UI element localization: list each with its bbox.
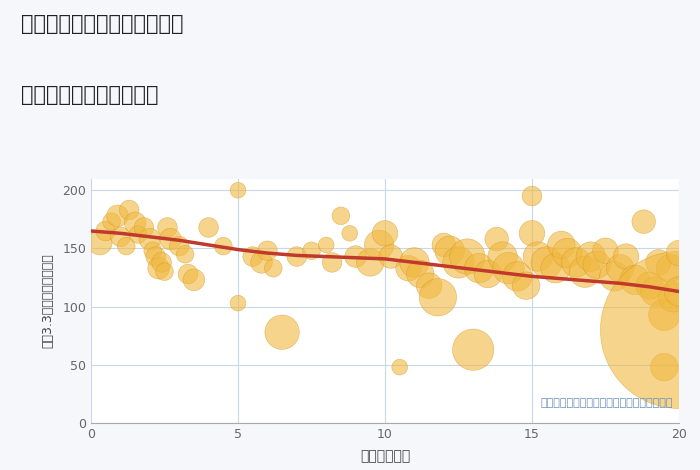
Text: 駅距離別中古戸建て価格: 駅距離別中古戸建て価格 — [21, 85, 158, 105]
Point — [144, 235, 155, 243]
Point — [424, 282, 435, 290]
Point — [473, 265, 484, 272]
Point — [267, 265, 279, 272]
Point — [556, 241, 567, 249]
Point — [262, 247, 273, 255]
Point — [115, 233, 126, 241]
Point — [203, 224, 214, 231]
Point — [550, 265, 561, 272]
Point — [188, 276, 199, 283]
Point — [585, 253, 596, 260]
Point — [620, 253, 631, 260]
Point — [503, 265, 514, 272]
Point — [94, 239, 106, 246]
Point — [385, 253, 396, 260]
Point — [570, 258, 582, 266]
Point — [124, 206, 135, 214]
Point — [150, 253, 161, 260]
Point — [668, 294, 679, 301]
Point — [580, 268, 591, 275]
Point — [120, 243, 132, 250]
Point — [276, 329, 288, 336]
Point — [174, 243, 185, 250]
Point — [444, 247, 455, 255]
Point — [256, 258, 267, 266]
Point — [482, 270, 493, 278]
X-axis label: 駅距離（分）: 駅距離（分） — [360, 449, 410, 463]
Point — [659, 311, 670, 319]
Point — [526, 229, 538, 237]
Point — [153, 265, 164, 272]
Point — [394, 363, 405, 371]
Point — [403, 265, 414, 272]
Point — [653, 258, 664, 266]
Point — [335, 212, 346, 219]
Point — [664, 265, 676, 272]
Point — [164, 235, 176, 243]
Point — [673, 288, 685, 295]
Point — [638, 218, 650, 226]
Point — [433, 294, 444, 301]
Point — [326, 258, 337, 266]
Point — [112, 212, 123, 219]
Point — [462, 253, 473, 260]
Text: 神奈川県横浜市泉区中田西の: 神奈川県横浜市泉区中田西の — [21, 14, 183, 34]
Point — [232, 299, 244, 307]
Point — [468, 346, 479, 353]
Point — [130, 219, 141, 227]
Point — [291, 253, 302, 260]
Point — [156, 258, 167, 266]
Point — [414, 270, 426, 278]
Point — [591, 261, 602, 268]
Point — [350, 253, 361, 260]
Point — [218, 243, 229, 250]
Point — [409, 258, 420, 266]
Point — [497, 253, 508, 260]
Point — [491, 235, 503, 243]
Y-axis label: 坪（3.3㎡）単価（万円）: 坪（3.3㎡）単価（万円） — [41, 253, 54, 348]
Point — [147, 247, 158, 255]
Point — [321, 241, 332, 249]
Point — [659, 363, 670, 371]
Point — [673, 326, 685, 334]
Point — [526, 192, 538, 200]
Point — [673, 249, 685, 257]
Point — [106, 218, 117, 226]
Point — [629, 276, 641, 283]
Point — [453, 258, 464, 266]
Point — [365, 258, 376, 266]
Point — [139, 224, 150, 231]
Point — [541, 258, 552, 266]
Point — [379, 229, 391, 237]
Point — [132, 231, 144, 238]
Text: 円の大きさは、取引のあった物件面積を示す: 円の大きさは、取引のあった物件面積を示す — [540, 399, 673, 408]
Point — [532, 253, 543, 260]
Point — [609, 273, 620, 280]
Point — [232, 187, 244, 194]
Point — [650, 288, 661, 295]
Point — [512, 273, 523, 280]
Point — [179, 251, 190, 258]
Point — [374, 241, 385, 249]
Point — [306, 247, 317, 255]
Point — [644, 282, 655, 290]
Point — [159, 268, 170, 275]
Point — [247, 253, 258, 260]
Point — [100, 227, 111, 235]
Point — [615, 265, 626, 272]
Point — [438, 241, 449, 249]
Point — [521, 282, 532, 290]
Point — [162, 224, 173, 231]
Point — [183, 270, 194, 278]
Point — [600, 247, 611, 255]
Point — [561, 249, 573, 257]
Point — [344, 229, 356, 237]
